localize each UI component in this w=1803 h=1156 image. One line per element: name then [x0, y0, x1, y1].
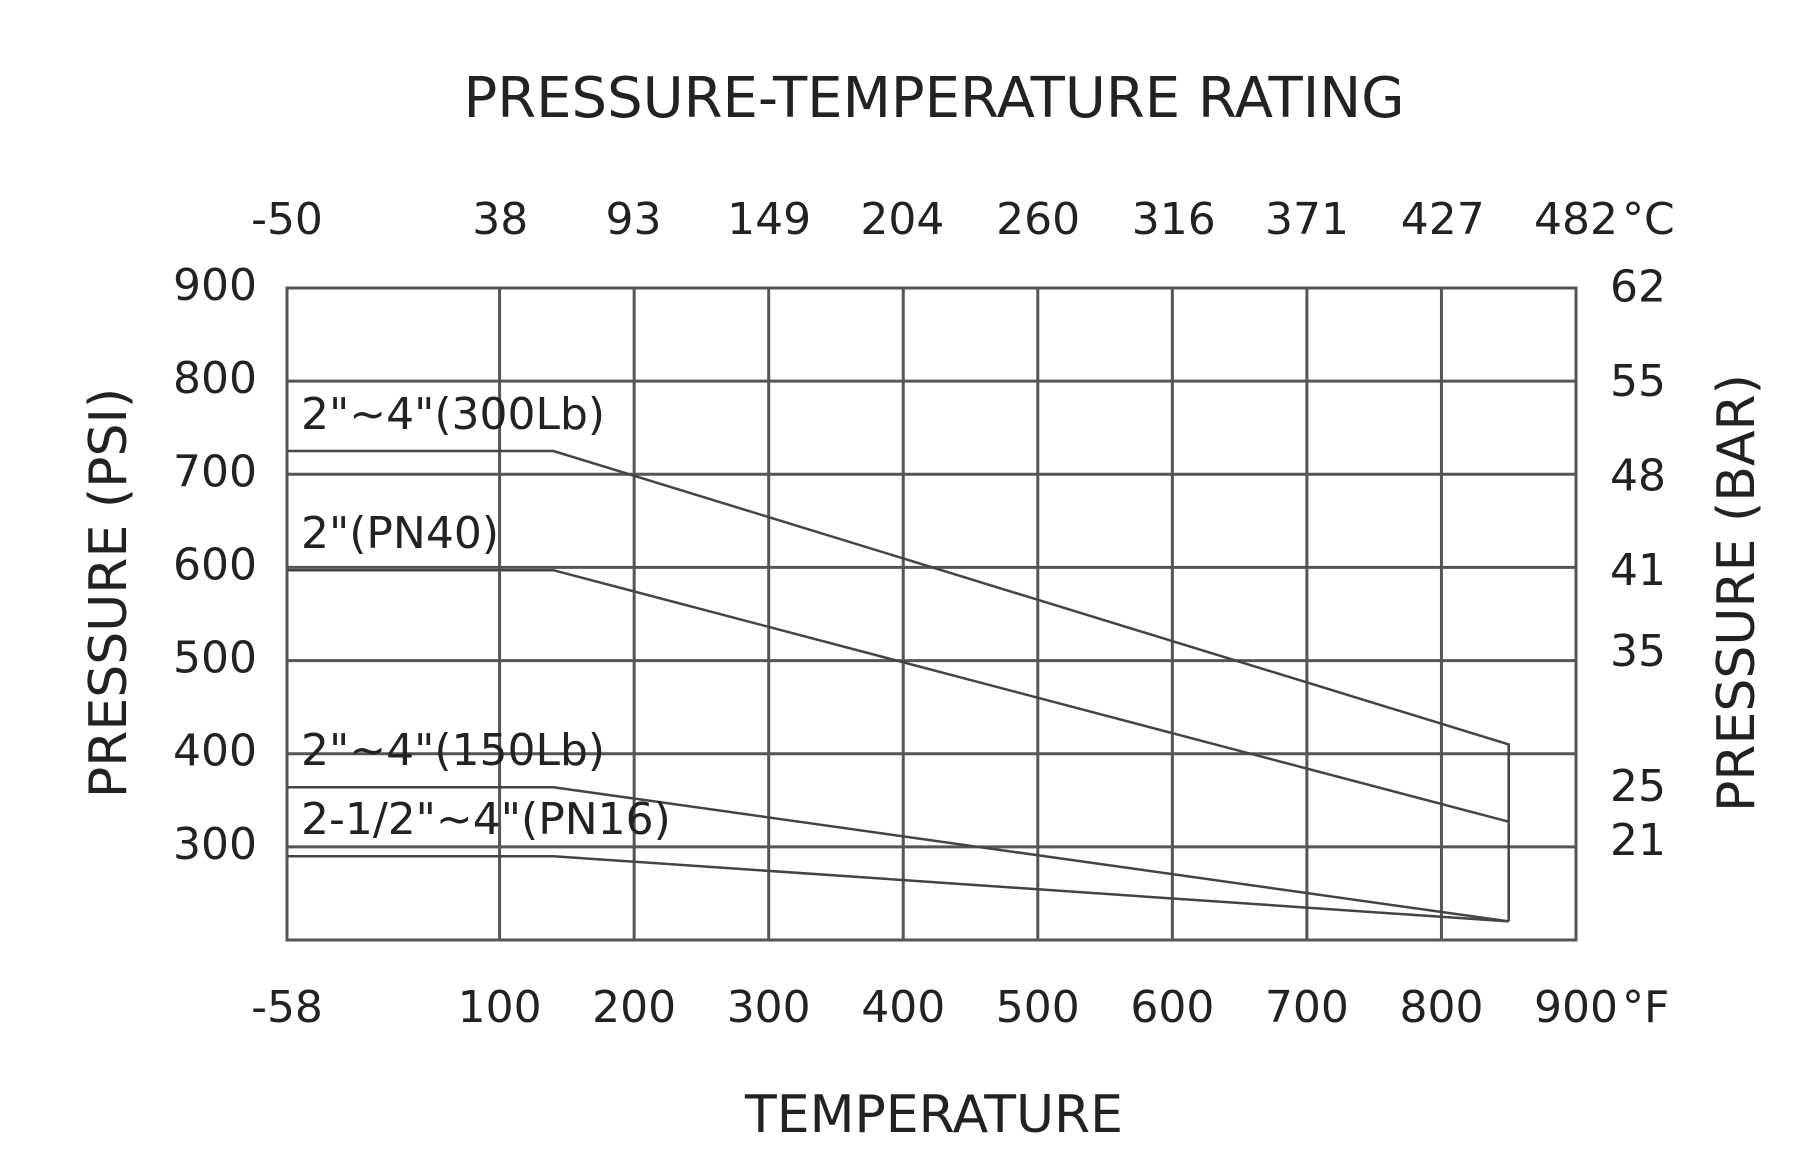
x2-tick-label: 38 [472, 194, 528, 245]
x2-tick-label: 482 [1534, 194, 1618, 245]
y2-tick-label: 62 [1610, 261, 1666, 312]
x-tick-label: 700 [1265, 982, 1349, 1033]
x2-tick-label: 149 [727, 194, 811, 245]
y-tick-label: 300 [173, 819, 257, 870]
x2-tick-label: 204 [860, 194, 944, 245]
x-axis-title: TEMPERATURE [744, 1085, 1123, 1145]
x-tick-label: 200 [592, 982, 676, 1033]
series-label: 2"~4"(150Lb) [301, 725, 605, 776]
y2-tick-label: 55 [1610, 356, 1666, 407]
x-unit: °F [1622, 982, 1669, 1033]
series-line [287, 785, 1509, 923]
series-line [287, 568, 1510, 823]
series-label: 2"~4"(300Lb) [301, 389, 605, 440]
y2-axis-title: PRESSURE (BAR) [1707, 374, 1767, 812]
y-tick-label: 700 [173, 446, 257, 497]
x-tick-label: 800 [1399, 982, 1483, 1033]
x2-tick-label: 316 [1132, 194, 1216, 245]
x-tick-label: 400 [861, 982, 945, 1033]
chart-title: PRESSURE-TEMPERATURE RATING [463, 66, 1404, 131]
series-label: 2-1/2"~4"(PN16) [301, 794, 671, 845]
y2-tick-label: 25 [1610, 761, 1666, 812]
x-tick-label: 100 [458, 982, 542, 1033]
y-tick-label: 500 [173, 633, 257, 684]
x2-tick-label: 260 [996, 194, 1080, 245]
y-axis-title: PRESSURE (PSI) [79, 388, 139, 798]
series-line [287, 854, 1509, 923]
y-tick-label: 900 [173, 260, 257, 311]
x-tick-label: 600 [1130, 982, 1214, 1033]
y2-tick-label: 48 [1610, 450, 1666, 501]
x-tick-label: 500 [996, 982, 1080, 1033]
x-tick-label: 300 [727, 982, 811, 1033]
x2-tick-label: 427 [1401, 194, 1485, 245]
x-tick-label: 900 [1534, 982, 1618, 1033]
y2-tick-label: 35 [1610, 626, 1666, 677]
y-tick-label: 600 [173, 539, 257, 590]
y-tick-label: 400 [173, 726, 257, 777]
y2-tick-label: 41 [1610, 545, 1666, 596]
x-tick-label: -58 [251, 982, 323, 1033]
x2-tick-label: 371 [1265, 194, 1349, 245]
series-label: 2"(PN40) [301, 508, 499, 559]
x2-unit: °C [1622, 194, 1675, 245]
series-line [287, 449, 1510, 922]
y2-tick-label: 21 [1610, 815, 1666, 866]
x2-tick-label: 93 [605, 194, 661, 245]
y-tick-label: 800 [173, 353, 257, 404]
x2-tick-label: -50 [251, 194, 323, 245]
